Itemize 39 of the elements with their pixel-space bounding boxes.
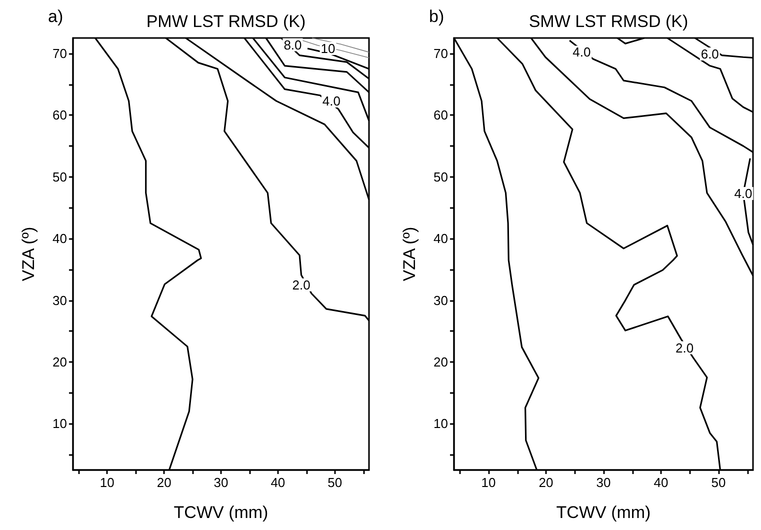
- annotation: 2.0: [676, 340, 694, 356]
- x-tick-label: 40: [654, 475, 668, 490]
- y-tick-label: 20: [434, 354, 448, 370]
- annotation: 4.0: [572, 44, 591, 60]
- y-axis-title: VZA (º): [19, 226, 38, 282]
- y-tick-label: 10: [434, 416, 448, 432]
- y-tick-label: 70: [434, 46, 448, 61]
- text: a): [48, 7, 64, 26]
- y-tick-label: 60: [52, 108, 67, 123]
- chart-title: SMW LST RMSD (K): [528, 12, 688, 31]
- y-tick-label: 30: [434, 292, 448, 308]
- y-tick-label: 40: [434, 231, 448, 246]
- y-tick-label: 10: [52, 416, 67, 432]
- x-tick-label: 50: [711, 475, 726, 490]
- annotation: 6.0: [700, 46, 719, 62]
- x-tick-label: 30: [214, 475, 228, 490]
- y-tick-label: 60: [434, 108, 448, 123]
- annotation: 4.0: [322, 93, 340, 108]
- annotation: 2.0: [292, 277, 310, 292]
- annotation: 10: [320, 40, 336, 56]
- x-tick-label: 20: [538, 475, 554, 490]
- x-tick-label: 10: [481, 475, 496, 490]
- y-tick-label: 50: [434, 169, 448, 184]
- y-tick-label: 40: [52, 231, 67, 246]
- text: b): [429, 7, 444, 26]
- annotation: 8.0: [284, 37, 302, 52]
- y-tick-label: 30: [52, 292, 67, 308]
- x-tick-label: 30: [596, 475, 611, 490]
- x-tick-label: 50: [328, 475, 342, 490]
- y-tick-label: 20: [52, 354, 67, 370]
- x-tick-label: 10: [100, 475, 114, 490]
- chart-title: PMW LST RMSD (K): [146, 12, 306, 31]
- x-axis-title: TCWV (mm): [174, 503, 268, 522]
- y-tick-label: 50: [52, 169, 67, 184]
- y-axis-title: VZA (º): [400, 226, 419, 282]
- x-tick-label: 40: [270, 475, 286, 490]
- x-axis-title: TCWV (mm): [556, 503, 651, 522]
- x-tick-label: 20: [156, 475, 172, 490]
- y-tick-label: 70: [52, 46, 67, 61]
